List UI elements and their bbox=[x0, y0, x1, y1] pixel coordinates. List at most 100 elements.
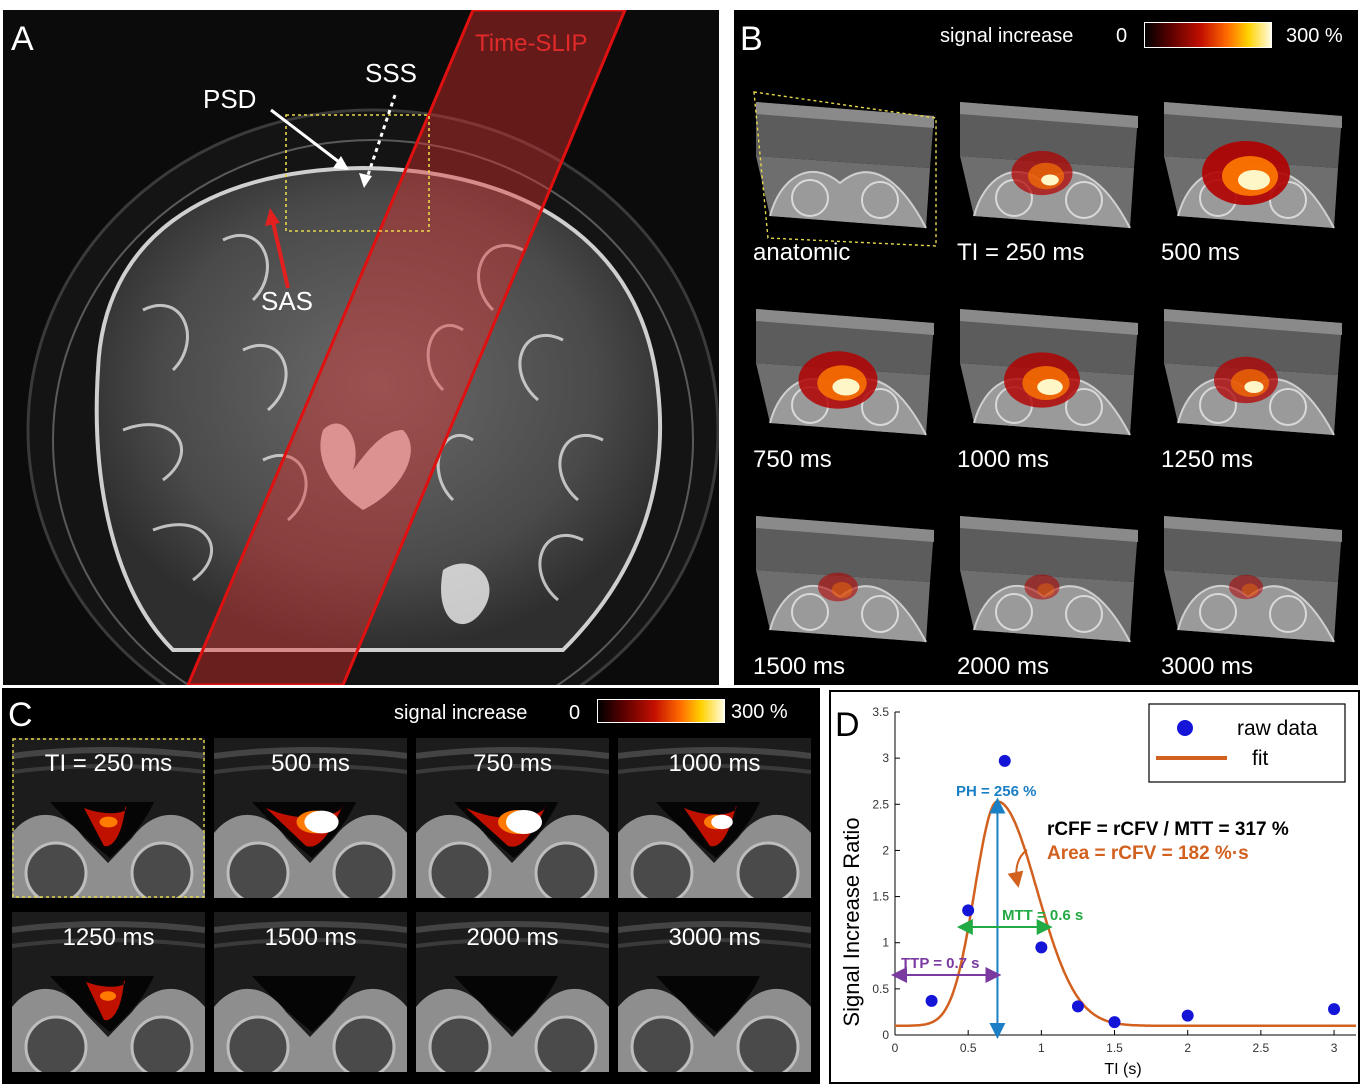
render-image bbox=[753, 91, 937, 247]
raw-data-point bbox=[1071, 1000, 1084, 1013]
x-tick-label: 0 bbox=[892, 1041, 899, 1055]
y-tick-label: 3.5 bbox=[872, 705, 889, 719]
panel-d-label: D bbox=[835, 706, 860, 744]
render-tile bbox=[750, 88, 940, 248]
axial-image bbox=[12, 738, 205, 898]
axial-tile bbox=[416, 738, 609, 898]
render-tile-label: 1250 ms bbox=[1161, 446, 1254, 473]
render-tile-label: 750 ms bbox=[753, 446, 832, 473]
colorbar-b bbox=[1144, 22, 1272, 48]
panel-c-label: C bbox=[8, 696, 33, 734]
axial-tile-label: TI = 250 ms bbox=[44, 750, 173, 777]
axial-image bbox=[416, 738, 609, 898]
render-tile bbox=[954, 295, 1144, 455]
render-tile-label: 2000 ms bbox=[957, 653, 1050, 680]
axial-tile-label: 1500 ms bbox=[264, 924, 357, 951]
rcff-label: rCFF = rCFV / MTT = 317 % bbox=[1047, 819, 1289, 840]
render-image bbox=[756, 516, 934, 643]
render-tile-label: TI = 250 ms bbox=[957, 239, 1085, 266]
axial-image bbox=[214, 912, 407, 1072]
panel-b-3d-renderings: B signal increase 0 300 % anatomic TI = 2… bbox=[734, 10, 1358, 685]
x-tick-label: 1 bbox=[1038, 1041, 1045, 1055]
sas-label: SAS bbox=[261, 286, 314, 316]
axial-tile-label: 750 ms bbox=[473, 750, 552, 777]
raw-data-point bbox=[925, 994, 938, 1007]
axial-image bbox=[618, 738, 811, 898]
render-image bbox=[960, 516, 1138, 643]
raw-data-point bbox=[1035, 941, 1048, 954]
raw-data-point bbox=[1181, 1009, 1194, 1022]
x-tick-label: 2.5 bbox=[1253, 1041, 1270, 1055]
render-tile bbox=[954, 502, 1144, 662]
render-tile bbox=[750, 502, 940, 662]
render-image bbox=[1164, 309, 1342, 436]
render-image bbox=[960, 309, 1138, 436]
render-tile-label: 1500 ms bbox=[753, 653, 846, 680]
render-tile-label: 1000 ms bbox=[957, 446, 1050, 473]
axial-tile-label: 2000 ms bbox=[466, 924, 559, 951]
panel-a-coronal-mri: A Time-SLIP PSD SSS SAS bbox=[3, 10, 719, 685]
render-image bbox=[1164, 516, 1342, 643]
colorbar-c-max: 300 % bbox=[731, 701, 788, 723]
render-tile-label: 500 ms bbox=[1161, 239, 1240, 266]
colorbar-c bbox=[597, 699, 725, 723]
axial-tile-label: 500 ms bbox=[271, 750, 350, 777]
ttp-label: TTP = 0.7 s bbox=[901, 955, 980, 972]
coronal-brain-image bbox=[26, 10, 719, 685]
y-tick-label: 0.5 bbox=[872, 982, 889, 996]
colorbar-b-title: signal increase bbox=[940, 25, 1074, 47]
render-tile-label: 3000 ms bbox=[1161, 653, 1254, 680]
raw-data-point bbox=[1108, 1016, 1121, 1029]
y-tick-label: 1.5 bbox=[872, 890, 889, 904]
axial-tile bbox=[12, 738, 205, 898]
render-tile bbox=[1158, 295, 1348, 455]
axial-tile bbox=[12, 912, 205, 1072]
time-slip-label: Time-SLIP bbox=[475, 30, 588, 57]
axial-tile bbox=[214, 738, 407, 898]
axial-tile-label: 1250 ms bbox=[62, 924, 155, 951]
legend-box bbox=[1148, 703, 1346, 783]
axial-image bbox=[618, 912, 811, 1072]
y-tick-label: 2 bbox=[882, 843, 889, 857]
y-tick-label: 0 bbox=[882, 1028, 889, 1042]
colorbar-c-min: 0 bbox=[569, 702, 581, 724]
panel-c-axial-maps: C signal increase 0 300 % TI = 250 ms 500… bbox=[2, 688, 820, 1084]
colorbar-c-title: signal increase bbox=[394, 702, 528, 724]
mtt-label: MTT = 0.6 s bbox=[1002, 907, 1083, 924]
raw-data-point bbox=[962, 904, 975, 917]
panel-d-chart: D 0 0.5 1 1.5 2 2.5 3 0 0.5 1 1.5 2 2.5 3 3.5 PH = 256… bbox=[829, 690, 1360, 1084]
axial-image bbox=[416, 912, 609, 1072]
render-image bbox=[1164, 102, 1342, 229]
signal-curve-chart: D 0 0.5 1 1.5 2 2.5 3 0 0.5 1 1.5 2 2.5 3 3.5 PH = 256… bbox=[835, 703, 1356, 1078]
colorbar-b-min: 0 bbox=[1116, 25, 1128, 47]
x-tick-label: 3 bbox=[1331, 1041, 1338, 1055]
render-tile bbox=[750, 295, 940, 455]
x-axis-label: TI (s) bbox=[1104, 1061, 1141, 1078]
sss-label: SSS bbox=[365, 58, 418, 88]
psd-label: PSD bbox=[203, 84, 257, 114]
render-image bbox=[960, 102, 1138, 229]
panel-b-label: B bbox=[740, 20, 763, 58]
ph-label: PH = 256 % bbox=[956, 783, 1036, 800]
axial-tile-label: 1000 ms bbox=[668, 750, 761, 777]
y-tick-label: 1 bbox=[882, 936, 889, 950]
axial-tile bbox=[618, 738, 811, 898]
y-tick-label: 3 bbox=[882, 751, 889, 765]
render-image bbox=[756, 309, 934, 436]
raw-data-point bbox=[1328, 1003, 1341, 1016]
axial-tile bbox=[618, 912, 811, 1072]
y-axis-label: Signal Increase Ratio bbox=[839, 817, 864, 1026]
x-tick-label: 0.5 bbox=[960, 1041, 977, 1055]
legend-fit-label: fit bbox=[1252, 747, 1269, 770]
axial-tile bbox=[416, 912, 609, 1072]
render-tile bbox=[1158, 502, 1348, 662]
area-label: Area = rCFV = 182 %·s bbox=[1047, 843, 1249, 864]
axial-image bbox=[12, 912, 205, 1072]
render-tile bbox=[954, 88, 1144, 248]
legend-raw-marker bbox=[1177, 720, 1193, 736]
colorbar-b-max: 300 % bbox=[1286, 25, 1343, 47]
legend-raw-label: raw data bbox=[1237, 717, 1318, 740]
x-tick-label: 1.5 bbox=[1106, 1041, 1123, 1055]
axial-image bbox=[214, 738, 407, 898]
x-tick-label: 2 bbox=[1184, 1041, 1191, 1055]
